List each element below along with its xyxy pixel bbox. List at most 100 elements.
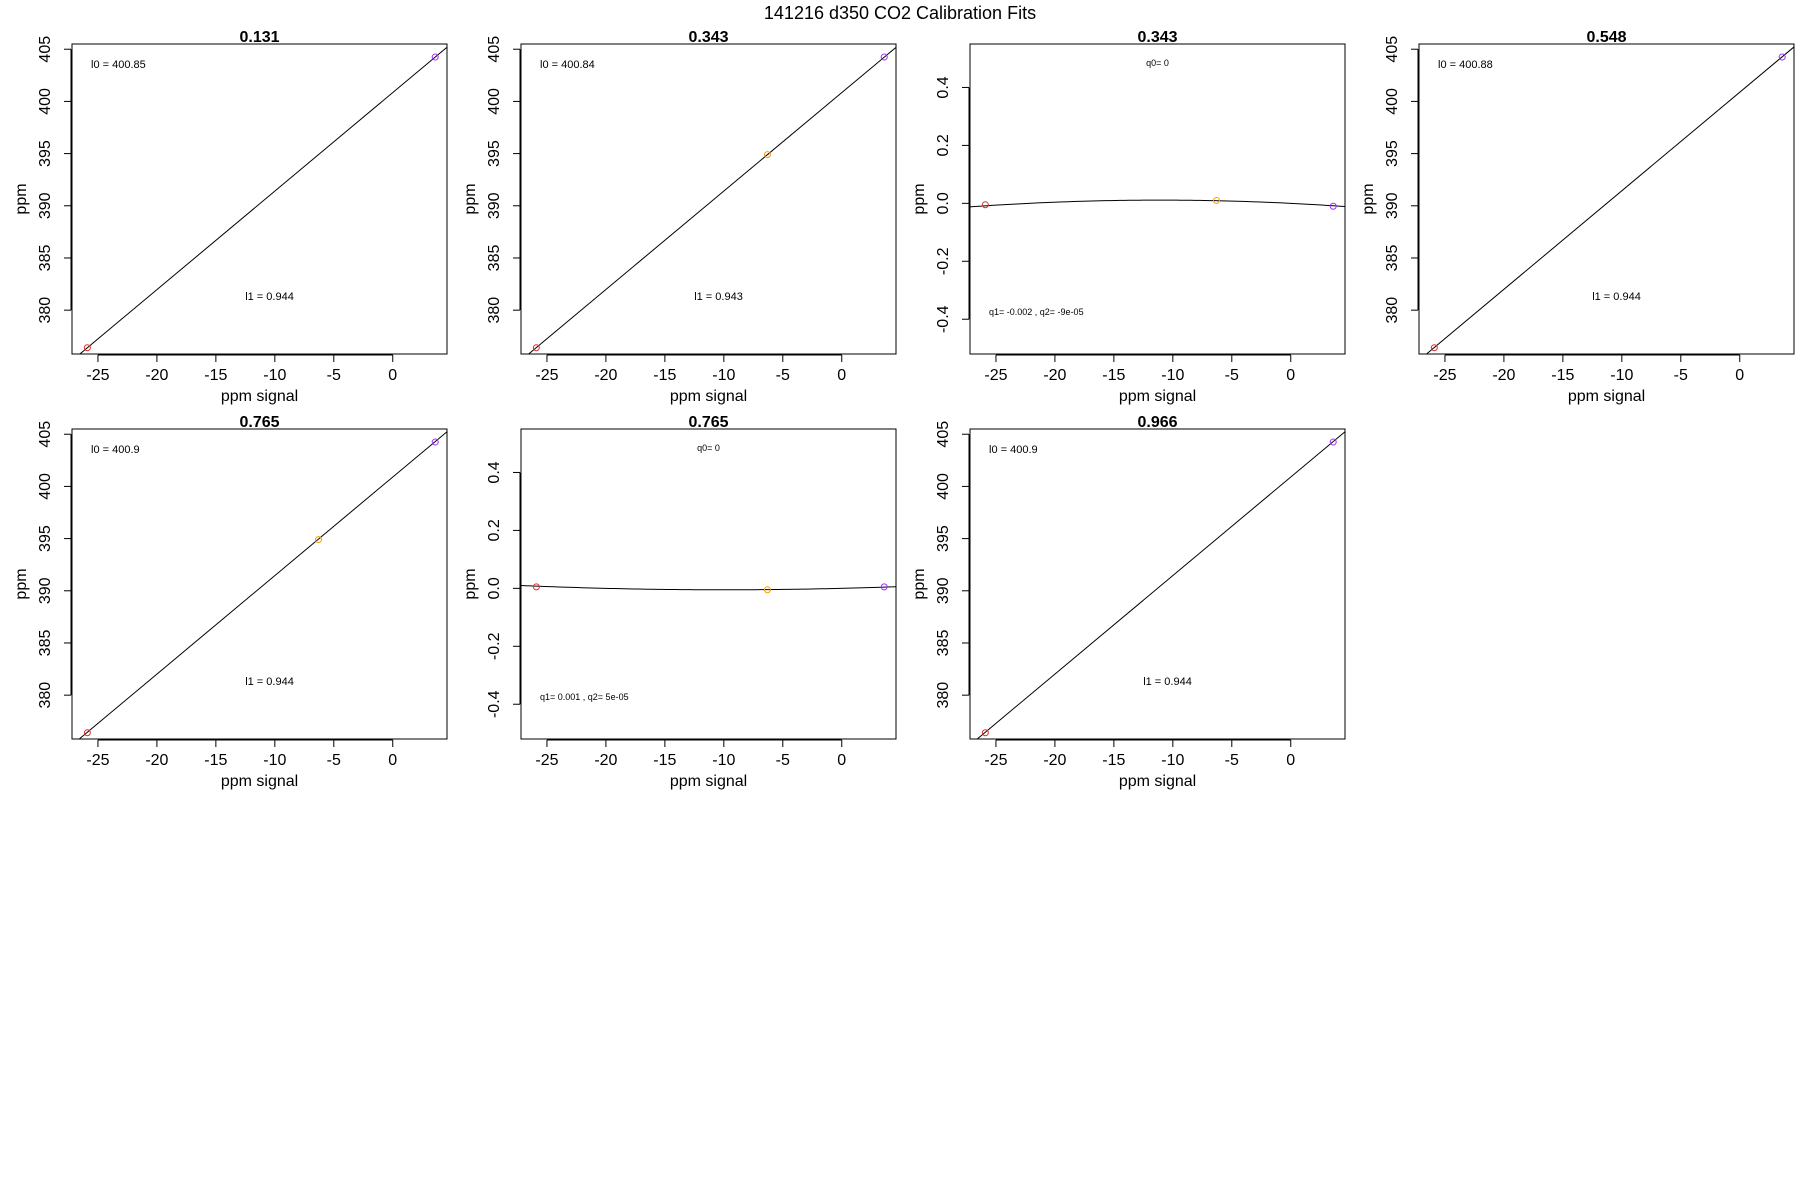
fit-line [976, 431, 1345, 739]
y-tick-label: 390 [37, 577, 54, 604]
plot-frame [969, 43, 1346, 355]
x-tick-label: -5 [776, 367, 790, 384]
y-axis-label: ppm [911, 568, 928, 599]
x-tick-label: -15 [1102, 752, 1125, 769]
y-tick-label: 385 [486, 245, 503, 272]
x-tick-label: -10 [263, 752, 286, 769]
y-tick-label: 405 [486, 36, 503, 63]
data-point [431, 438, 439, 446]
fit-annotation: l1 = 0.944 [1592, 291, 1641, 303]
x-tick-label: 0 [1286, 367, 1295, 384]
data-point [532, 344, 540, 352]
y-tick-label: 400 [1384, 88, 1401, 115]
x-axis-label: ppm signal [221, 388, 298, 405]
data-point [83, 729, 91, 737]
x-tick-label: -5 [1674, 367, 1688, 384]
fit-annotation: l0 = 400.9 [91, 444, 140, 456]
panel-title: 0.548 [1586, 29, 1626, 46]
x-tick-label: -10 [712, 752, 735, 769]
x-tick-label: -20 [145, 367, 168, 384]
y-tick-label: 400 [486, 88, 503, 115]
panel-title: 0.131 [239, 29, 279, 46]
x-tick-label: -10 [263, 367, 286, 384]
y-tick-label: -0.2 [486, 632, 503, 660]
x-axis-label: ppm signal [1119, 388, 1196, 405]
chart-panel: 0.765 -25 -20 -15 -10 -5 0 ppm signal -0.4 -0.2 0.… [462, 414, 897, 790]
data-point [981, 729, 989, 737]
x-tick-label: -10 [1610, 367, 1633, 384]
y-axis-label: ppm [13, 568, 30, 599]
chart-panel: 0.966 -25 -20 -15 -10 -5 0 ppm signal 380 385 390 3… [911, 414, 1346, 790]
chart-panel: 0.765 -25 -20 -15 -10 -5 0 ppm signal 380 385 390 3… [13, 414, 448, 790]
x-axis-label: ppm signal [670, 773, 747, 790]
x-tick-label: 0 [1735, 367, 1744, 384]
data-point [880, 53, 888, 61]
fit-line [1425, 46, 1794, 354]
y-tick-label: 0.4 [935, 76, 952, 98]
y-tick-label: 390 [1384, 192, 1401, 219]
x-tick-label: 0 [837, 752, 846, 769]
data-point [314, 536, 322, 544]
x-tick-label: -25 [984, 752, 1007, 769]
data-point [880, 583, 888, 591]
y-tick-label: -0.2 [935, 247, 952, 275]
x-tick-label: -15 [1102, 367, 1125, 384]
fit-annotation: q1= 0.001 , q2= 5e-05 [540, 692, 629, 702]
plot-frame [71, 43, 448, 355]
x-tick-label: -20 [594, 367, 617, 384]
fit-line [79, 46, 447, 354]
panel-title: 0.343 [688, 29, 728, 46]
x-tick-label: -10 [1161, 752, 1184, 769]
y-tick-label: 400 [37, 473, 54, 500]
x-tick-label: -25 [535, 752, 558, 769]
fit-annotation: l1 = 0.944 [245, 676, 294, 688]
data-point [1778, 53, 1786, 61]
x-tick-label: -20 [1492, 367, 1515, 384]
x-tick-label: 0 [388, 367, 397, 384]
y-tick-label: 385 [935, 630, 952, 657]
y-tick-label: 405 [37, 36, 54, 63]
x-tick-label: 0 [837, 367, 846, 384]
x-tick-label: -10 [712, 367, 735, 384]
fit-annotation: l1 = 0.944 [245, 291, 294, 303]
chart-panel: 0.131 -25 -20 -15 -10 -5 0 ppm signal 380 385 390 3… [13, 29, 448, 405]
y-tick-label: -0.4 [935, 305, 952, 333]
y-tick-label: 380 [935, 682, 952, 709]
y-tick-label: 0.0 [935, 192, 952, 214]
fit-line [78, 431, 447, 739]
y-tick-label: 380 [37, 682, 54, 709]
y-tick-label: 395 [935, 525, 952, 552]
data-point [431, 53, 439, 61]
x-tick-label: -25 [535, 367, 558, 384]
x-axis-label: ppm signal [1568, 388, 1645, 405]
y-tick-label: 400 [37, 88, 54, 115]
y-tick-label: 395 [486, 140, 503, 167]
y-tick-label: 390 [935, 577, 952, 604]
fit-curve [970, 199, 1345, 208]
x-tick-label: 0 [388, 752, 397, 769]
y-tick-label: 380 [1384, 297, 1401, 324]
y-tick-label: 385 [1384, 245, 1401, 272]
x-tick-label: -5 [1225, 752, 1239, 769]
y-tick-label: 395 [37, 140, 54, 167]
fit-annotation: q0= 0 [697, 443, 720, 453]
figure-title: 141216 d350 CO2 Calibration Fits [764, 3, 1036, 23]
plot-frame [520, 428, 897, 740]
x-tick-label: 0 [1286, 752, 1295, 769]
y-tick-label: 0.2 [935, 134, 952, 156]
data-point [532, 583, 540, 591]
panel-title: 0.765 [239, 414, 279, 431]
x-tick-label: -15 [204, 752, 227, 769]
y-tick-label: 395 [37, 525, 54, 552]
x-tick-label: -20 [1043, 752, 1066, 769]
y-tick-label: 390 [37, 192, 54, 219]
y-tick-label: 380 [37, 297, 54, 324]
data-point [763, 586, 771, 594]
fit-annotation: q0= 0 [1146, 58, 1169, 68]
plot-frame [1418, 43, 1795, 355]
y-tick-label: 395 [1384, 140, 1401, 167]
panels-container: 0.131 -25 -20 -15 -10 -5 0 ppm signal 380 385 390 3… [13, 29, 1795, 790]
x-tick-label: -25 [86, 367, 109, 384]
y-tick-label: 405 [37, 421, 54, 448]
